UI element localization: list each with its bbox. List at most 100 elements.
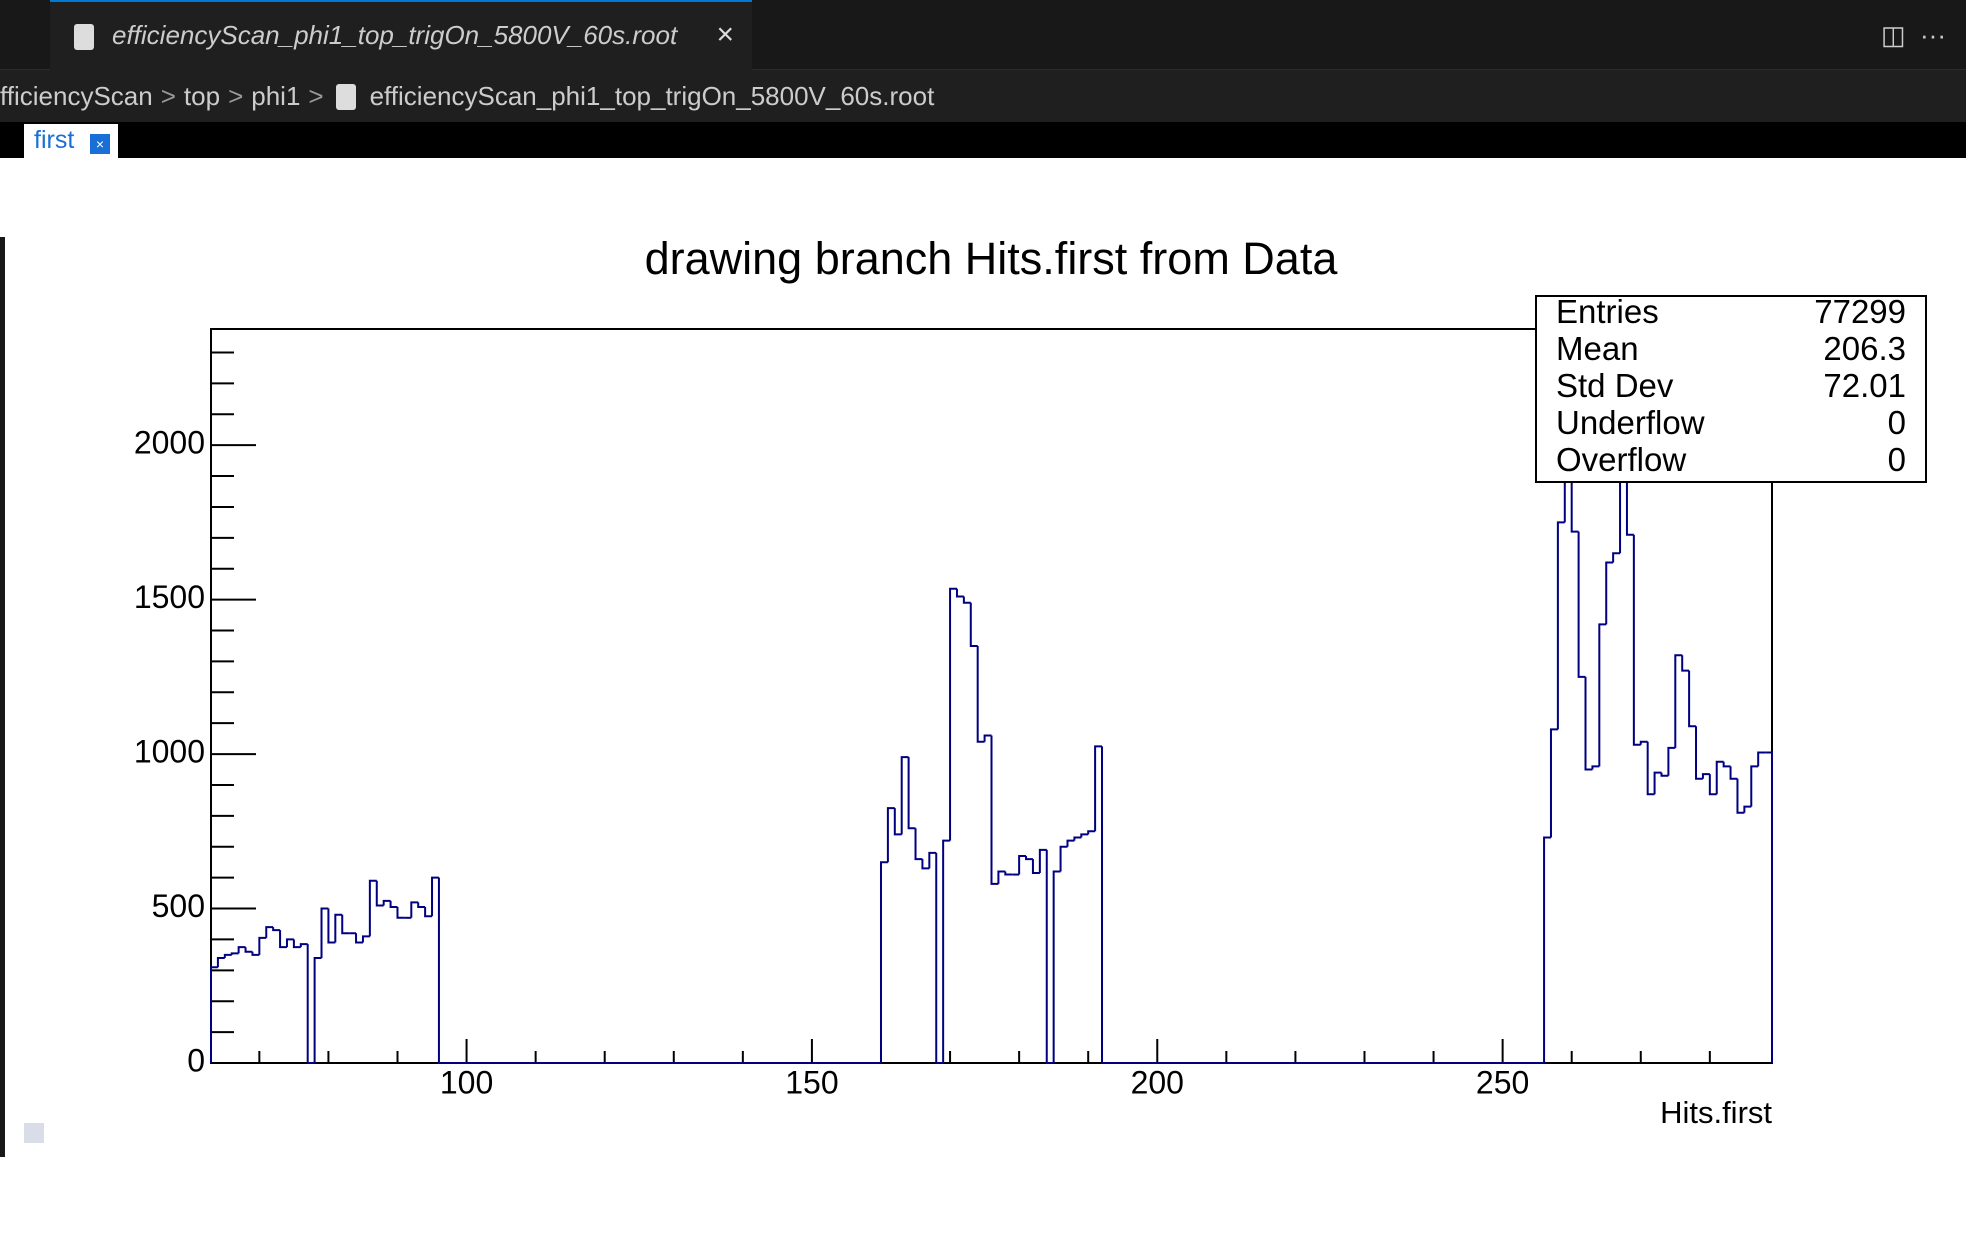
y-tick-label: 2000 bbox=[134, 425, 205, 461]
histogram-bin bbox=[292, 939, 301, 949]
histogram-bin bbox=[1667, 746, 1676, 776]
histogram-bin bbox=[1549, 728, 1558, 838]
breadcrumb[interactable]: fficiencyScan bbox=[0, 81, 153, 111]
histogram-bin bbox=[299, 943, 308, 948]
histogram-bin bbox=[1750, 765, 1759, 807]
histogram-bin bbox=[1004, 871, 1013, 876]
page: efficiencyScan_phi1_top_trigOn_5800V_60s… bbox=[0, 0, 1966, 1157]
histogram-bin bbox=[230, 952, 239, 955]
canvas-tab[interactable]: first × bbox=[18, 124, 118, 158]
histogram-bin bbox=[285, 938, 294, 948]
histogram-bin bbox=[886, 807, 895, 863]
editor-tab[interactable]: efficiencyScan_phi1_top_trigOn_5800V_60s… bbox=[50, 0, 752, 70]
histogram-bin bbox=[1087, 830, 1096, 835]
chart: drawing branch Hits.first from Data Hits… bbox=[0, 233, 1927, 1157]
histogram-bin bbox=[1038, 848, 1047, 874]
histogram-bin bbox=[1018, 855, 1027, 875]
crumb-separator: > bbox=[228, 81, 244, 111]
histogram-bin bbox=[969, 602, 978, 647]
histogram-bin bbox=[1674, 654, 1683, 748]
editor-actions[interactable]: ◫ ··· bbox=[1881, 20, 1946, 50]
histogram-bin bbox=[997, 870, 1006, 884]
histogram-bin bbox=[935, 852, 944, 1064]
chart-title: drawing branch Hits.first from Data bbox=[645, 233, 1339, 284]
histogram-bin bbox=[900, 756, 909, 835]
histogram-bin bbox=[1025, 856, 1033, 861]
histogram-bin bbox=[1577, 531, 1586, 678]
histogram-bin bbox=[368, 879, 377, 937]
histogram-bin bbox=[1681, 655, 1690, 672]
histogram-bin bbox=[1612, 552, 1621, 563]
histogram-bin bbox=[1639, 740, 1648, 745]
histogram-bin bbox=[1722, 761, 1731, 768]
histogram-bin bbox=[361, 935, 370, 943]
histogram-bin bbox=[396, 906, 405, 919]
stats-value: 0 bbox=[1888, 441, 1906, 478]
plot-frame bbox=[210, 328, 1773, 1064]
histogram-bin bbox=[431, 876, 439, 917]
corner-icon bbox=[24, 1123, 44, 1143]
crumb-separator: > bbox=[308, 81, 324, 111]
histogram-bin bbox=[1701, 773, 1710, 779]
stats-value: 0 bbox=[1888, 404, 1906, 441]
histogram-bin bbox=[251, 951, 260, 956]
breadcrumbs: fficiencyScan > top > phi1 > efficiencyScan_ph… bbox=[0, 70, 1966, 122]
histogram-bin bbox=[1556, 521, 1565, 730]
histogram-bin bbox=[1743, 805, 1752, 813]
histogram-bin bbox=[1584, 676, 1593, 771]
histogram-bin bbox=[1653, 771, 1662, 795]
histogram-bin bbox=[265, 926, 274, 938]
x-tick-label: 100 bbox=[440, 1064, 493, 1100]
histogram-bin bbox=[921, 859, 930, 870]
histogram-bin bbox=[258, 936, 267, 955]
y-tick-label: 1500 bbox=[134, 579, 205, 615]
histogram-bin bbox=[1736, 778, 1745, 814]
file-icon bbox=[335, 84, 356, 110]
canvas-tab-close[interactable]: × bbox=[90, 134, 110, 154]
histogram-bin bbox=[313, 956, 322, 1063]
histogram-bin bbox=[1715, 760, 1724, 795]
histogram-bin bbox=[320, 907, 329, 958]
breadcrumb[interactable]: top bbox=[183, 81, 221, 111]
histogram-bin bbox=[1765, 751, 1773, 1063]
histogram-bin bbox=[907, 757, 916, 830]
canvas-tab-label: first bbox=[34, 126, 75, 154]
histogram-bin bbox=[1052, 870, 1061, 1063]
histogram-bin bbox=[334, 913, 343, 943]
histogram-bin bbox=[1094, 745, 1103, 832]
histogram-bin bbox=[1646, 741, 1655, 796]
histogram-bin bbox=[1101, 746, 1109, 1064]
histogram-bin bbox=[1688, 670, 1697, 728]
tab-close[interactable]: × bbox=[716, 18, 734, 51]
breadcrumb[interactable]: efficiencyScan_phi1_top_trigOn_5800V_60s… bbox=[369, 81, 935, 111]
histogram-bin bbox=[990, 735, 999, 885]
histogram-bin bbox=[949, 587, 957, 841]
histogram-bin bbox=[1660, 772, 1669, 777]
histogram-bin bbox=[879, 861, 888, 1063]
histogram-bin bbox=[1080, 833, 1089, 838]
x-tick-label: 250 bbox=[1476, 1064, 1529, 1100]
histogram-bin bbox=[1695, 726, 1703, 780]
histogram-bin bbox=[1757, 751, 1766, 767]
canvas-tabs: first × bbox=[0, 122, 1966, 158]
stats-label: Entries bbox=[1556, 293, 1659, 330]
y-tick-label: 0 bbox=[187, 1042, 205, 1078]
histogram-bin bbox=[417, 902, 426, 908]
histogram-bin bbox=[410, 901, 419, 918]
histogram-bin bbox=[928, 851, 937, 869]
histogram-bin bbox=[355, 933, 363, 944]
histogram-bin bbox=[216, 956, 225, 968]
histogram-bin bbox=[1591, 765, 1600, 770]
histogram-bin bbox=[375, 880, 384, 907]
histogram-bin bbox=[1031, 859, 1040, 875]
breadcrumb[interactable]: phi1 bbox=[251, 81, 301, 111]
histogram-bin bbox=[223, 953, 232, 958]
histogram-bin bbox=[955, 588, 964, 598]
tab-title: efficiencyScan_phi1_top_trigOn_5800V_60s… bbox=[112, 20, 678, 50]
histogram-bin bbox=[424, 906, 433, 918]
x-axis-title: Hits.first bbox=[1660, 1095, 1772, 1130]
left-border bbox=[0, 237, 5, 1157]
y-tick-label: 500 bbox=[152, 888, 205, 924]
histogram-bin bbox=[237, 946, 246, 954]
histogram-bin bbox=[437, 877, 446, 1064]
